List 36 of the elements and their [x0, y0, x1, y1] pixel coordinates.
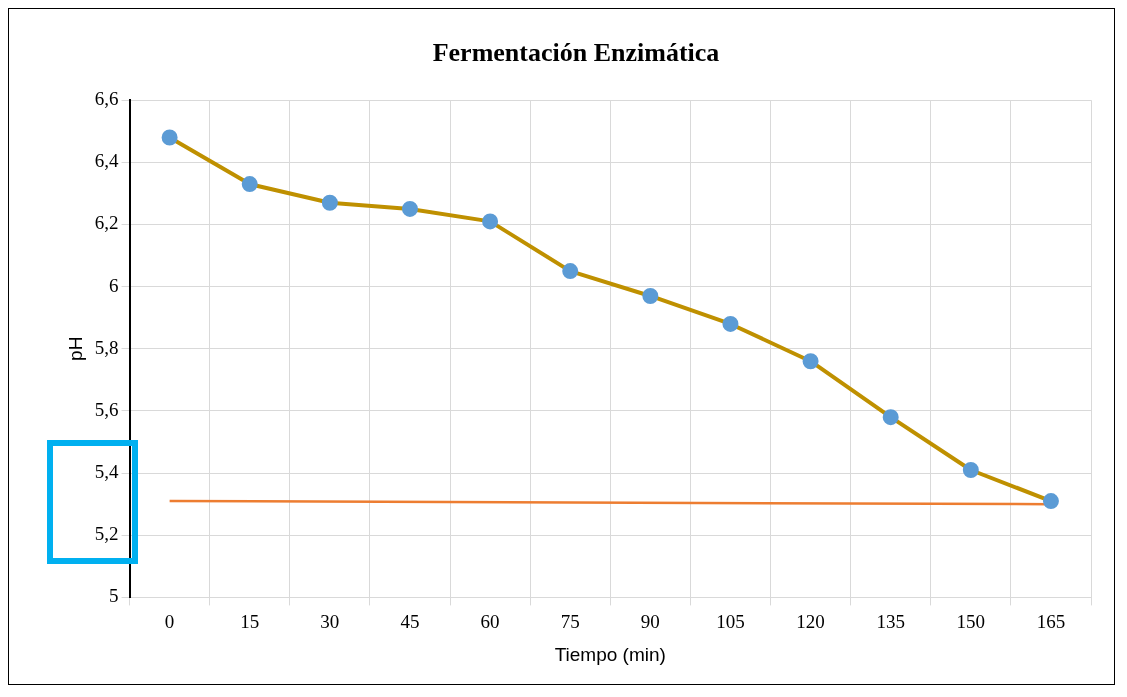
point — [321, 194, 338, 211]
point — [241, 176, 258, 193]
point — [802, 353, 819, 370]
x-tick-label: 60 — [480, 610, 500, 632]
point — [642, 287, 659, 304]
point — [882, 409, 899, 426]
x-tick-label: 135 — [876, 610, 905, 632]
y-tick-label: 5 — [109, 585, 119, 607]
x-tick-label: 0 — [164, 610, 175, 632]
x-tick-label: 90 — [640, 610, 660, 632]
point — [482, 213, 499, 230]
point — [562, 263, 579, 280]
point — [161, 129, 178, 146]
x-tick-label: 30 — [320, 610, 340, 632]
x-tick-label: 45 — [400, 610, 420, 632]
x-tick-label: 75 — [560, 610, 580, 632]
y-tick-label: 6,2 — [94, 212, 119, 234]
x-tick-label: 105 — [716, 610, 745, 632]
y-tick-label: 6,6 — [94, 88, 119, 110]
y-tick-label: 6 — [109, 274, 119, 296]
x-tick-label: 120 — [796, 610, 825, 632]
y-tick-label: 5,6 — [94, 398, 119, 420]
point — [722, 315, 739, 332]
x-tick-label: 150 — [956, 610, 986, 632]
chart-title: Fermentación Enzimática — [432, 38, 720, 68]
y-axis-title: pH — [64, 336, 86, 361]
x-tick-label: 15 — [240, 610, 260, 632]
x-axis-title: Tiempo (min) — [554, 643, 666, 665]
y-tick-label: 5,2 — [94, 523, 119, 545]
y-tick-label: 5,8 — [94, 336, 119, 358]
point — [1042, 493, 1059, 510]
y-tick-label: 5,4 — [94, 461, 120, 483]
x-tick-label: 165 — [1036, 610, 1066, 632]
point — [401, 200, 418, 217]
point — [962, 461, 979, 478]
y-tick-label: 6,4 — [94, 150, 120, 172]
